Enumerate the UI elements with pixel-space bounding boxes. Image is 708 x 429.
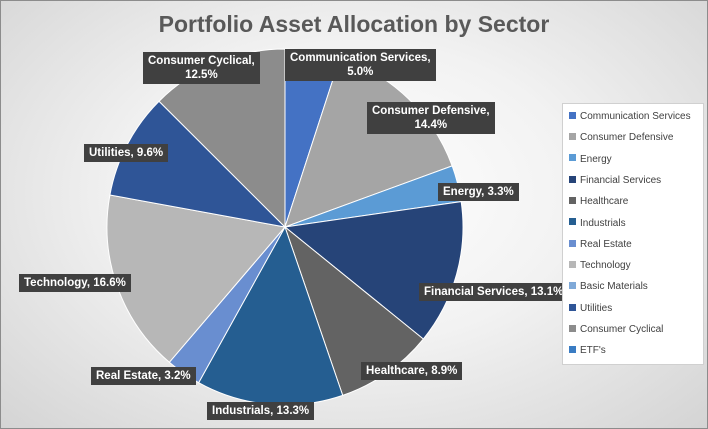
legend-label: Consumer Cyclical <box>580 324 664 335</box>
legend-item: Technology <box>569 259 631 273</box>
legend-item: Consumer Cyclical <box>569 323 663 337</box>
legend-item: Real Estate <box>569 238 632 252</box>
legend-label: Technology <box>580 260 631 272</box>
legend-label: Utilities <box>580 302 613 314</box>
data-label-real-estate: Real Estate, 3.2% <box>91 367 196 385</box>
legend-label: Industrials <box>580 217 626 229</box>
legend-swatch <box>569 197 576 205</box>
legend-item: Industrials <box>569 217 626 231</box>
legend-swatch <box>569 303 576 311</box>
legend-swatch <box>569 260 576 268</box>
legend-item: Communication Services <box>569 110 691 124</box>
legend-label: Healthcare <box>580 196 629 208</box>
legend-item: Utilities <box>569 302 612 316</box>
data-label-consumer-defensive: Consumer Defensive, 14.4% <box>367 102 495 134</box>
data-label-industrials: Industrials, 13.3% <box>207 402 315 420</box>
legend: Communication Services Consumer Defensive… <box>562 103 704 365</box>
legend-item: Healthcare <box>569 195 628 209</box>
legend-item: Financial Services <box>569 174 661 188</box>
legend-label: Consumer Defensive <box>580 132 674 144</box>
legend-swatch <box>569 175 576 183</box>
legend-swatch <box>569 282 576 290</box>
legend-label: Communication Services <box>580 111 691 122</box>
data-label-healthcare: Healthcare, 8.9% <box>361 362 463 380</box>
legend-swatch <box>569 154 576 162</box>
legend-label: Financial Services <box>580 174 662 186</box>
data-label-consumer-cyclical: Consumer Cyclical, 12.5% <box>143 52 260 84</box>
legend-label: Energy <box>580 153 612 165</box>
data-label-communication-services: Communication Services, 5.0% <box>285 49 436 81</box>
legend-swatch <box>569 133 576 141</box>
data-label-technology: Technology, 16.6% <box>19 274 131 292</box>
legend-label: Basic Materials <box>580 281 648 293</box>
legend-item: ETF's <box>569 344 606 358</box>
data-label-utilities: Utilities, 9.6% <box>84 144 169 162</box>
legend-item: Consumer Defensive <box>569 131 673 145</box>
legend-swatch <box>569 111 576 119</box>
legend-item: Basic Materials <box>569 280 648 294</box>
legend-swatch <box>569 218 576 226</box>
legend-swatch <box>569 324 576 332</box>
pie-slice-financial-services <box>283 201 464 340</box>
legend-label: Real Estate <box>580 238 632 250</box>
legend-swatch <box>569 239 576 247</box>
data-label-financial-services: Financial Services, 13.1% <box>419 283 569 301</box>
legend-swatch <box>569 346 576 354</box>
legend-label: ETF's <box>580 345 606 357</box>
legend-item: Energy <box>569 153 612 167</box>
chart-title: Portfolio Asset Allocation by Sector <box>158 11 550 37</box>
data-label-energy: Energy, 3.3% <box>438 183 519 201</box>
